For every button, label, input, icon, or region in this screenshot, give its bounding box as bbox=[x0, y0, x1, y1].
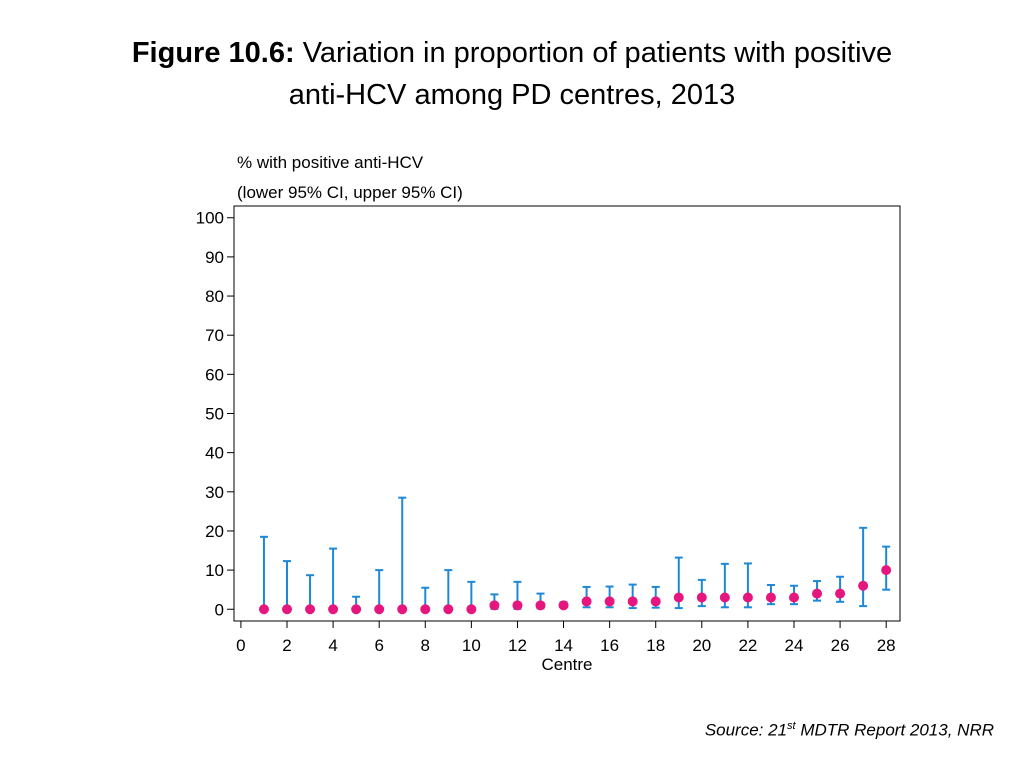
x-tick-label: 10 bbox=[462, 636, 481, 655]
data-point bbox=[788, 592, 799, 603]
title-text-line2: anti-HCV among PD centres, 2013 bbox=[288, 79, 736, 111]
data-point bbox=[719, 592, 730, 603]
y-tick-label: 90 bbox=[205, 248, 224, 267]
x-axis: 0 2 4 6 8 10 12 14 16 18 20 22 24 26 28 bbox=[236, 621, 896, 655]
x-tick-label: 28 bbox=[877, 636, 896, 655]
data-point bbox=[881, 565, 892, 576]
data-point bbox=[742, 592, 753, 603]
x-tick-label: 14 bbox=[554, 636, 573, 655]
x-tick-label: 2 bbox=[282, 636, 291, 655]
source-note: Source: 21st MDTR Report 2013, NRR bbox=[705, 720, 994, 741]
data-point bbox=[858, 580, 869, 591]
data-point bbox=[650, 596, 661, 607]
data-point bbox=[328, 604, 339, 615]
data-point bbox=[673, 592, 684, 603]
data-point bbox=[627, 596, 638, 607]
data-point bbox=[512, 600, 523, 611]
x-tick-label: 0 bbox=[236, 636, 245, 655]
chart-title-line1: Figure 10.6: Variation in proportion of … bbox=[0, 32, 1024, 74]
x-tick-label: 24 bbox=[785, 636, 804, 655]
data-point bbox=[604, 596, 615, 607]
x-tick-label: 4 bbox=[328, 636, 337, 655]
x-tick-label: 20 bbox=[692, 636, 711, 655]
data-point bbox=[581, 596, 592, 607]
chart-title: Figure 10.6: Variation in proportion of … bbox=[0, 32, 1024, 116]
data-point bbox=[282, 604, 293, 615]
data-point bbox=[835, 588, 846, 599]
y-tick-label: 40 bbox=[205, 444, 224, 463]
data-point bbox=[466, 604, 477, 615]
data-point bbox=[305, 604, 316, 615]
title-text-line1: Variation in proportion of patients with… bbox=[302, 37, 893, 69]
y-tick-label: 30 bbox=[205, 483, 224, 502]
y-tick-label: 80 bbox=[205, 287, 224, 306]
y-tick-label: 10 bbox=[205, 561, 224, 580]
source-text-rest: MDTR Report 2013, NRR bbox=[795, 720, 994, 740]
x-tick-label: 22 bbox=[738, 636, 757, 655]
x-axis-label: Centre bbox=[541, 655, 592, 674]
data-point bbox=[420, 604, 431, 615]
data-series bbox=[258, 496, 892, 615]
x-tick-label: 6 bbox=[374, 636, 383, 655]
x-tick-label: 12 bbox=[508, 636, 527, 655]
y-tick-label: 60 bbox=[205, 365, 224, 384]
data-point bbox=[443, 604, 454, 615]
y-axis: 0 10 20 30 40 50 60 70 80 90 100 bbox=[196, 209, 234, 619]
x-tick-label: 16 bbox=[600, 636, 619, 655]
y-tick-label: 20 bbox=[205, 522, 224, 541]
y-tick-label: 0 bbox=[215, 600, 224, 619]
figure-number: Figure 10.6: bbox=[131, 37, 295, 69]
data-point bbox=[374, 604, 385, 615]
source-superscript: st bbox=[787, 720, 796, 732]
data-point bbox=[397, 604, 408, 615]
y-tick-label: 50 bbox=[205, 405, 224, 424]
data-point bbox=[535, 600, 546, 611]
data-point bbox=[696, 592, 707, 603]
x-tick-label: 8 bbox=[421, 636, 430, 655]
y-tick-label: 100 bbox=[196, 209, 224, 228]
data-point bbox=[812, 588, 823, 599]
data-point bbox=[258, 604, 269, 615]
y-axis-label-line1: % with positive anti-HCV bbox=[237, 153, 424, 172]
x-tick-label: 26 bbox=[831, 636, 850, 655]
data-point bbox=[351, 604, 362, 615]
data-point bbox=[489, 600, 500, 611]
y-axis-label-line2: (lower 95% CI, upper 95% CI) bbox=[237, 183, 463, 202]
y-tick-label: 70 bbox=[205, 326, 224, 345]
data-point bbox=[558, 600, 569, 611]
data-point bbox=[765, 592, 776, 603]
source-text: Source: 21 bbox=[704, 720, 788, 740]
x-tick-label: 18 bbox=[646, 636, 665, 655]
